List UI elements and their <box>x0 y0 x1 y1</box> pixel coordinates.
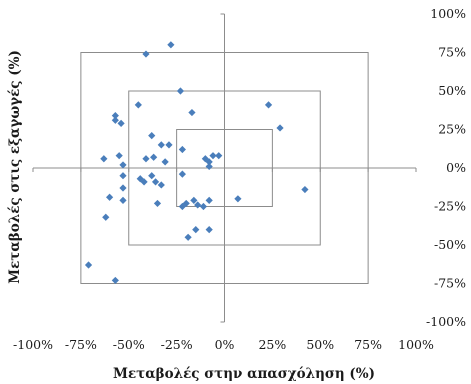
data-point <box>119 196 127 204</box>
data-point <box>176 87 185 95</box>
data-point <box>148 132 156 140</box>
y-tick-labels: 100% 75% 50% 25% 0% -25% -50% -75% -100% <box>426 6 466 329</box>
data-point <box>301 185 309 194</box>
data-point <box>111 112 119 120</box>
axes <box>32 13 417 323</box>
y-tick-label: 50% <box>438 83 466 98</box>
x-tick-label: 25% <box>258 337 286 352</box>
data-point <box>111 116 119 124</box>
x-tick-label: -75% <box>65 337 97 352</box>
y-tick-label: 75% <box>438 45 466 60</box>
data-point <box>178 202 186 211</box>
data-point <box>161 158 169 166</box>
data-point <box>209 152 217 160</box>
data-point <box>205 162 213 171</box>
x-axis-title: Μεταβολές στην απασχόληση (%) <box>113 366 375 382</box>
data-point <box>167 41 175 49</box>
data-point <box>199 202 208 211</box>
data-point <box>119 161 127 169</box>
data-point <box>102 213 110 221</box>
y-tick-label: 0% <box>446 160 466 175</box>
data-point <box>205 226 213 234</box>
x-tick-label: 100% <box>398 337 434 352</box>
y-tick-label: 25% <box>438 122 466 137</box>
data-point <box>157 181 165 189</box>
data-point <box>184 233 192 241</box>
x-tick-label: 0% <box>215 337 235 352</box>
data-point <box>188 108 196 117</box>
data-point <box>205 196 213 204</box>
data-point <box>117 119 125 127</box>
x-tick-label: 75% <box>354 337 382 352</box>
data-point <box>140 178 148 186</box>
data-point <box>119 172 127 180</box>
y-tick-label: -100% <box>426 314 466 329</box>
y-tick-label: -50% <box>434 237 466 252</box>
data-point <box>205 158 213 166</box>
data-point <box>150 153 158 161</box>
data-point <box>119 184 127 192</box>
data-point <box>134 101 142 109</box>
data-points <box>84 41 309 285</box>
data-point <box>106 193 114 201</box>
data-point <box>111 276 119 285</box>
data-point <box>194 201 202 209</box>
data-point <box>192 226 200 234</box>
data-point <box>234 195 242 203</box>
x-tick-label: 50% <box>306 337 334 352</box>
x-tick-label: -25% <box>161 337 193 352</box>
y-tick-label: 100% <box>430 6 466 21</box>
data-point <box>148 172 156 180</box>
data-point <box>178 170 186 178</box>
data-point <box>84 261 93 269</box>
data-point <box>276 124 284 132</box>
data-point <box>264 101 273 109</box>
data-point <box>157 141 165 149</box>
data-point <box>190 196 198 204</box>
y-tick-label: -25% <box>434 199 466 214</box>
y-axis-title: Μεταβολές στις εξαγωγές (%) <box>7 50 23 284</box>
x-tick-label: -100% <box>13 337 53 352</box>
data-point <box>153 199 162 208</box>
data-point <box>100 155 108 163</box>
data-point <box>115 152 123 160</box>
data-point <box>215 152 223 160</box>
data-point <box>165 141 173 149</box>
data-point <box>142 50 150 58</box>
data-point <box>178 145 186 154</box>
data-point <box>151 178 160 186</box>
x-tick-label: -50% <box>113 337 145 352</box>
y-tick-label: -75% <box>434 276 466 291</box>
x-tick-labels: -100% -75% -50% -25% 0% 25% 50% 75% 100% <box>13 337 434 352</box>
data-point <box>142 155 150 163</box>
